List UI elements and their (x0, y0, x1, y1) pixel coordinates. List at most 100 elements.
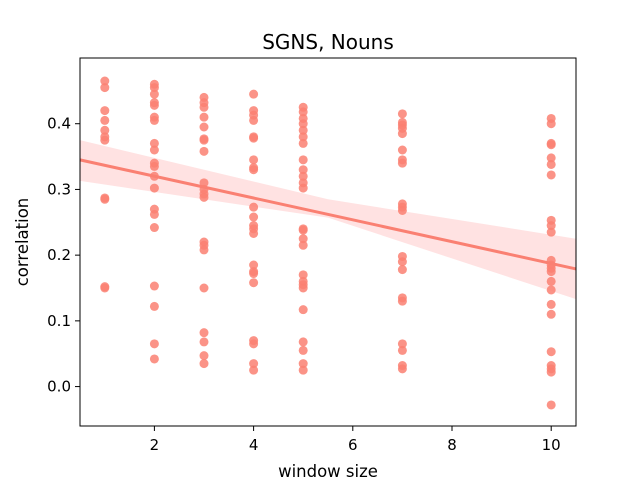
data-point (199, 112, 209, 122)
data-point (199, 102, 209, 112)
data-point (199, 351, 209, 361)
data-point (397, 145, 407, 155)
data-point (199, 283, 209, 293)
data-point (546, 347, 556, 357)
data-point (397, 205, 407, 215)
data-point (546, 221, 556, 231)
data-point (546, 276, 556, 286)
data-point (100, 76, 110, 86)
data-point (298, 337, 308, 347)
data-point (298, 359, 308, 369)
data-point (149, 138, 159, 148)
data-point (100, 115, 110, 125)
data-point (100, 283, 110, 293)
data-point (199, 245, 209, 255)
x-axis: 2 4 6 8 10 (150, 426, 561, 454)
data-point (149, 339, 159, 349)
regression-line (79, 158, 577, 271)
data-point (298, 119, 308, 129)
data-point (149, 145, 159, 155)
data-point (249, 155, 259, 165)
data-point (249, 212, 259, 222)
data-point (298, 225, 308, 235)
data-point (149, 115, 159, 125)
data-point (298, 171, 308, 181)
data-point (397, 296, 407, 306)
data-point (199, 337, 209, 347)
data-point (298, 155, 308, 165)
data-point (149, 281, 159, 291)
data-point (149, 223, 159, 233)
data-point (249, 133, 259, 143)
data-point (100, 83, 110, 93)
data-point (298, 165, 308, 175)
data-point (397, 257, 407, 267)
data-point (397, 345, 407, 355)
data-point (249, 89, 259, 99)
data-point (149, 301, 159, 311)
data-point (249, 165, 259, 175)
data-point (149, 89, 159, 99)
data-point (546, 299, 556, 309)
chart-title: SGNS, Nouns (262, 30, 394, 54)
x-tick-label: 10 (542, 436, 561, 454)
x-tick-label: 6 (348, 436, 358, 454)
data-point (546, 227, 556, 237)
plot-frame (79, 57, 577, 427)
data-point (149, 354, 159, 364)
x-tick-label: 8 (447, 436, 457, 454)
data-point (199, 122, 209, 132)
x-tick-label: 4 (249, 436, 259, 454)
y-tick-label: 0.4 (47, 115, 71, 133)
data-point (546, 309, 556, 319)
data-point (397, 265, 407, 275)
data-point (249, 228, 259, 238)
data-point (397, 364, 407, 374)
data-point (249, 260, 259, 270)
data-point (298, 345, 308, 355)
data-point (249, 202, 259, 212)
data-point (298, 283, 308, 293)
data-point (199, 146, 209, 156)
data-point (397, 158, 407, 168)
data-point (298, 125, 308, 135)
y-tick-label: 0.1 (47, 312, 71, 330)
data-point (100, 135, 110, 145)
data-point (298, 183, 308, 193)
data-point (546, 140, 556, 150)
data-point (199, 359, 209, 369)
y-tick-label: 0.2 (47, 246, 71, 264)
data-point (249, 115, 259, 125)
x-axis-label: window size (278, 462, 378, 480)
data-point (149, 100, 159, 110)
data-point (249, 359, 259, 369)
data-point (397, 109, 407, 119)
data-point (100, 194, 110, 204)
x-tick-label: 2 (150, 436, 160, 454)
data-point (397, 129, 407, 139)
data-point (298, 305, 308, 315)
data-point (149, 209, 159, 219)
data-point (149, 161, 159, 171)
data-point (249, 269, 259, 279)
points-layer (100, 76, 556, 410)
data-point (546, 119, 556, 129)
data-point (199, 192, 209, 202)
data-point (546, 267, 556, 277)
data-point (249, 339, 259, 349)
data-point (149, 83, 159, 93)
data-point (298, 234, 308, 244)
y-axis-label: correlation (13, 198, 32, 287)
data-point (298, 138, 308, 148)
y-axis: 0.0 0.1 0.2 0.3 0.4 (47, 115, 80, 396)
data-point (149, 183, 159, 193)
y-tick-label: 0.3 (47, 180, 71, 198)
data-point (298, 132, 308, 142)
data-point (100, 106, 110, 116)
data-point (546, 159, 556, 169)
data-point (298, 107, 308, 117)
data-point (199, 328, 209, 338)
data-point (546, 170, 556, 180)
data-point (199, 135, 209, 145)
